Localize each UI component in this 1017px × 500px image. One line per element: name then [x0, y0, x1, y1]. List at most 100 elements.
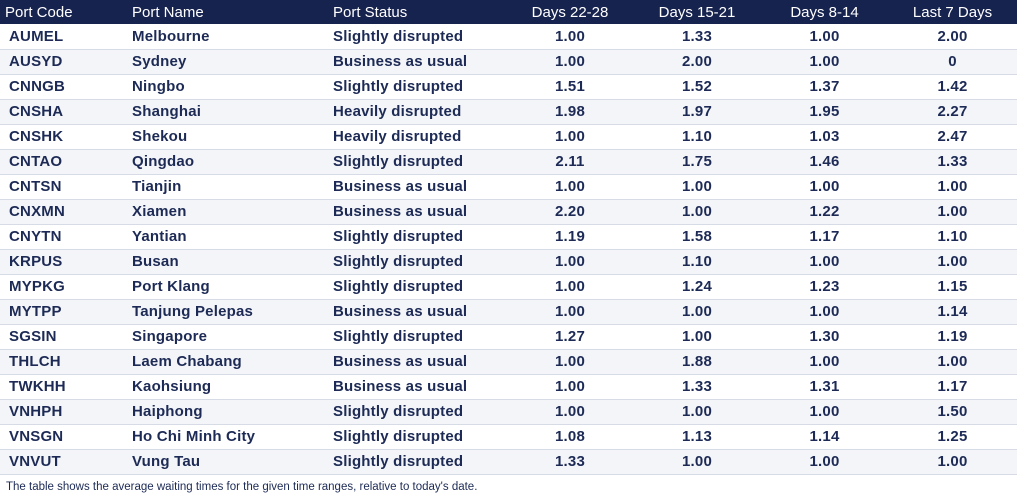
last-7-days-cell: 1.00 — [888, 349, 1017, 375]
days-8-14-cell: 1.37 — [761, 74, 888, 100]
port-status-cell: Slightly disrupted — [328, 399, 507, 425]
last-7-days-cell: 1.25 — [888, 424, 1017, 450]
last-7-days-cell: 1.17 — [888, 374, 1017, 400]
days-8-14-cell: 1.46 — [761, 149, 888, 175]
port-status-cell: Heavily disrupted — [328, 124, 507, 150]
days-22-28-cell: 1.00 — [507, 374, 633, 400]
days-22-28-cell: 1.00 — [507, 124, 633, 150]
port-status-cell: Slightly disrupted — [328, 224, 507, 250]
port-code-cell: TWKHH — [0, 374, 127, 400]
port-name-cell: Xiamen — [127, 199, 328, 225]
days-8-14-cell: 1.00 — [761, 299, 888, 325]
days-8-14-cell: 1.03 — [761, 124, 888, 150]
port-code-cell: AUSYD — [0, 49, 127, 75]
table-row: MYPKG Port Klang Slightly disrupted 1.00 1.2… — [0, 274, 1017, 300]
days-15-21-cell: 2.00 — [633, 49, 761, 75]
days-22-28-cell: 1.00 — [507, 274, 633, 300]
port-name-cell: Port Klang — [127, 274, 328, 300]
days-8-14-cell: 1.22 — [761, 199, 888, 225]
last-7-days-cell: 2.00 — [888, 24, 1017, 50]
days-8-14-cell: 1.95 — [761, 99, 888, 125]
header-port-status[interactable]: Port Status — [328, 0, 507, 24]
days-22-28-cell: 1.33 — [507, 449, 633, 475]
header-row: Port Code Port Name Port Status Days 22-… — [0, 0, 1017, 24]
port-name-cell: Shanghai — [127, 99, 328, 125]
days-15-21-cell: 1.00 — [633, 199, 761, 225]
days-15-21-cell: 1.52 — [633, 74, 761, 100]
days-15-21-cell: 1.75 — [633, 149, 761, 175]
table-row: CNSHK Shekou Heavily disrupted 1.00 1.10 1.03… — [0, 124, 1017, 150]
last-7-days-cell: 1.00 — [888, 249, 1017, 275]
days-15-21-cell: 1.10 — [633, 249, 761, 275]
last-7-days-cell: 0 — [888, 49, 1017, 75]
days-22-28-cell: 1.00 — [507, 49, 633, 75]
last-7-days-cell: 1.19 — [888, 324, 1017, 350]
days-8-14-cell: 1.23 — [761, 274, 888, 300]
table-row: SGSIN Singapore Slightly disrupted 1.27 1.00… — [0, 324, 1017, 350]
port-status-cell: Slightly disrupted — [328, 274, 507, 300]
header-days-15-21[interactable]: Days 15-21 — [633, 0, 761, 24]
port-status-cell: Heavily disrupted — [328, 99, 507, 125]
days-22-28-cell: 1.00 — [507, 349, 633, 375]
table-row: CNNGB Ningbo Slightly disrupted 1.51 1.52 1.3… — [0, 74, 1017, 100]
days-8-14-cell: 1.17 — [761, 224, 888, 250]
days-22-28-cell: 1.19 — [507, 224, 633, 250]
port-name-cell: Kaohsiung — [127, 374, 328, 400]
table-footnote: The table shows the average waiting time… — [6, 480, 478, 493]
days-15-21-cell: 1.13 — [633, 424, 761, 450]
table-row: CNTAO Qingdao Slightly disrupted 2.11 1.75 1.… — [0, 149, 1017, 175]
days-22-28-cell: 1.00 — [507, 299, 633, 325]
table-row: MYTPP Tanjung Pelepas Business as usual 1.0… — [0, 299, 1017, 325]
days-8-14-cell: 1.31 — [761, 374, 888, 400]
last-7-days-cell: 1.14 — [888, 299, 1017, 325]
header-port-name[interactable]: Port Name — [127, 0, 328, 24]
days-22-28-cell: 1.00 — [507, 399, 633, 425]
port-name-cell: Shekou — [127, 124, 328, 150]
days-8-14-cell: 1.00 — [761, 249, 888, 275]
port-name-cell: Qingdao — [127, 149, 328, 175]
port-code-cell: CNNGB — [0, 74, 127, 100]
table-row: CNTSN Tianjin Business as usual 1.00 1.00 1.0… — [0, 174, 1017, 200]
port-code-cell: VNHPH — [0, 399, 127, 425]
header-port-code[interactable]: Port Code — [0, 0, 127, 24]
header-days-8-14[interactable]: Days 8-14 — [761, 0, 888, 24]
table-row: CNSHA Shanghai Heavily disrupted 1.98 1.97 1.… — [0, 99, 1017, 125]
table-row: KRPUS Busan Slightly disrupted 1.00 1.10 1.00… — [0, 249, 1017, 275]
port-status-cell: Business as usual — [328, 49, 507, 75]
port-code-cell: KRPUS — [0, 249, 127, 275]
table-body: AUMEL Melbourne Slightly disrupted 1.00 1.33… — [0, 24, 1017, 475]
port-name-cell: Busan — [127, 249, 328, 275]
table-header: Port Code Port Name Port Status Days 22-… — [0, 0, 1017, 24]
days-22-28-cell: 1.98 — [507, 99, 633, 125]
port-status-cell: Business as usual — [328, 299, 507, 325]
port-status-cell: Slightly disrupted — [328, 449, 507, 475]
days-22-28-cell: 1.00 — [507, 249, 633, 275]
days-15-21-cell: 1.00 — [633, 324, 761, 350]
table-row: TWKHH Kaohsiung Business as usual 1.00 1.33 1… — [0, 374, 1017, 400]
port-name-cell: Ningbo — [127, 74, 328, 100]
days-15-21-cell: 1.33 — [633, 24, 761, 50]
days-15-21-cell: 1.97 — [633, 99, 761, 125]
port-code-cell: CNTAO — [0, 149, 127, 175]
days-22-28-cell: 1.27 — [507, 324, 633, 350]
last-7-days-cell: 2.27 — [888, 99, 1017, 125]
days-15-21-cell: 1.00 — [633, 174, 761, 200]
port-code-cell: SGSIN — [0, 324, 127, 350]
port-status-cell: Business as usual — [328, 374, 507, 400]
days-15-21-cell: 1.33 — [633, 374, 761, 400]
port-code-cell: CNYTN — [0, 224, 127, 250]
port-status-cell: Slightly disrupted — [328, 249, 507, 275]
days-22-28-cell: 2.20 — [507, 199, 633, 225]
port-waiting-times-table: Port Code Port Name Port Status Days 22-… — [0, 0, 1017, 475]
days-22-28-cell: 1.00 — [507, 24, 633, 50]
port-status-cell: Business as usual — [328, 349, 507, 375]
last-7-days-cell: 1.33 — [888, 149, 1017, 175]
header-last-7-days[interactable]: Last 7 Days — [888, 0, 1017, 24]
header-days-22-28[interactable]: Days 22-28 — [507, 0, 633, 24]
days-22-28-cell: 1.00 — [507, 174, 633, 200]
table-row: CNYTN Yantian Slightly disrupted 1.19 1.58 1.… — [0, 224, 1017, 250]
days-15-21-cell: 1.88 — [633, 349, 761, 375]
port-name-cell: Yantian — [127, 224, 328, 250]
last-7-days-cell: 1.10 — [888, 224, 1017, 250]
days-22-28-cell: 1.08 — [507, 424, 633, 450]
